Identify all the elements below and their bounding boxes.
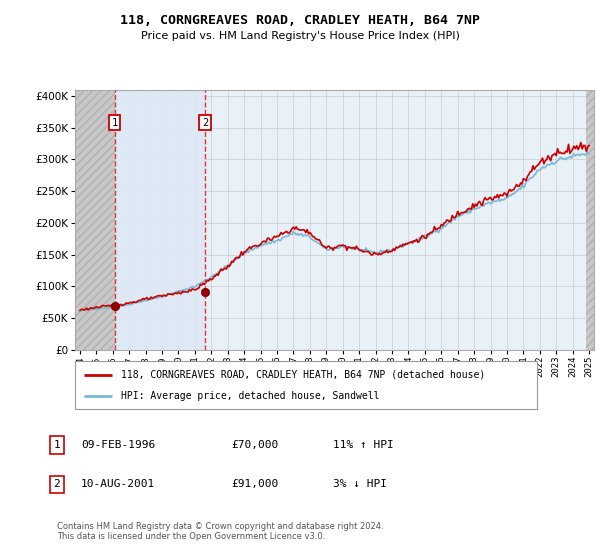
Text: 10-AUG-2001: 10-AUG-2001: [81, 479, 155, 489]
Text: Price paid vs. HM Land Registry's House Price Index (HPI): Price paid vs. HM Land Registry's House …: [140, 31, 460, 41]
Text: HPI: Average price, detached house, Sandwell: HPI: Average price, detached house, Sand…: [121, 391, 380, 402]
Text: £70,000: £70,000: [231, 440, 278, 450]
Bar: [75, 90, 115, 350]
Text: 2: 2: [53, 479, 61, 489]
Text: 09-FEB-1996: 09-FEB-1996: [81, 440, 155, 450]
Text: 1: 1: [112, 118, 118, 128]
Text: 3% ↓ HPI: 3% ↓ HPI: [333, 479, 387, 489]
Text: 11% ↑ HPI: 11% ↑ HPI: [333, 440, 394, 450]
Bar: [115, 90, 205, 350]
Text: 118, CORNGREAVES ROAD, CRADLEY HEATH, B64 7NP: 118, CORNGREAVES ROAD, CRADLEY HEATH, B6…: [120, 14, 480, 27]
Text: 2: 2: [202, 118, 208, 128]
Text: 118, CORNGREAVES ROAD, CRADLEY HEATH, B64 7NP (detached house): 118, CORNGREAVES ROAD, CRADLEY HEATH, B6…: [121, 370, 485, 380]
Text: £91,000: £91,000: [231, 479, 278, 489]
Text: Contains HM Land Registry data © Crown copyright and database right 2024.
This d: Contains HM Land Registry data © Crown c…: [57, 522, 383, 542]
Bar: [75, 90, 115, 350]
Text: 1: 1: [53, 440, 61, 450]
Bar: [586, 90, 594, 350]
Bar: [586, 90, 594, 350]
